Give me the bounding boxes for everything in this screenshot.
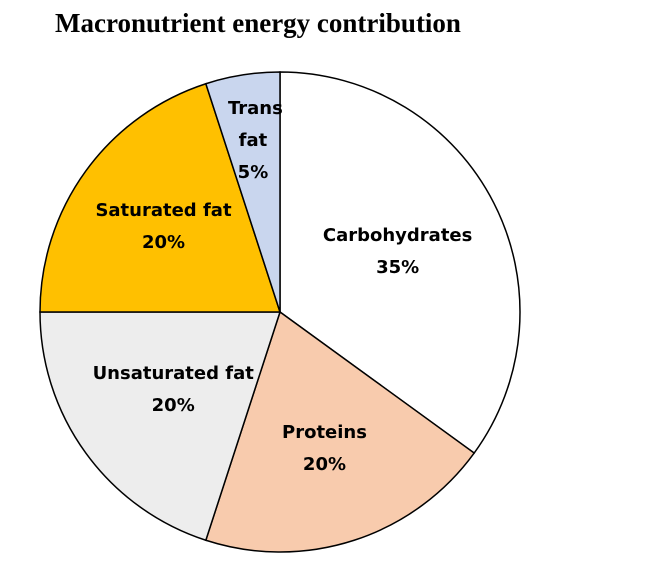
value-label: 20% (151, 394, 195, 416)
category-label: Proteins (282, 421, 367, 443)
category-label: Saturated fat (95, 200, 232, 222)
category-label: Unsaturated fat (92, 362, 254, 384)
value-label: 35% (376, 257, 420, 279)
slice-label: Carbohydrates 35% (323, 220, 472, 284)
slice-label: Proteins 20% (282, 417, 367, 481)
category-label: Trans fat (227, 98, 283, 152)
pie-slice (39, 311, 282, 542)
slice-label: Trans fat 5% (227, 93, 283, 189)
slice-label: Saturated fat 20% (95, 195, 231, 259)
chart-title: Macronutrient energy contribution (55, 8, 461, 38)
value-label: 20% (302, 453, 347, 475)
value-label: 20% (141, 232, 186, 254)
pie-slice (204, 71, 281, 313)
category-label: Carbohydrates (322, 225, 473, 247)
value-label: 5% (237, 162, 269, 184)
slice-label: Unsaturated fat 20% (93, 358, 254, 422)
pie-slice (39, 82, 282, 313)
pie-slice (204, 310, 476, 553)
pie-slice (279, 71, 521, 455)
